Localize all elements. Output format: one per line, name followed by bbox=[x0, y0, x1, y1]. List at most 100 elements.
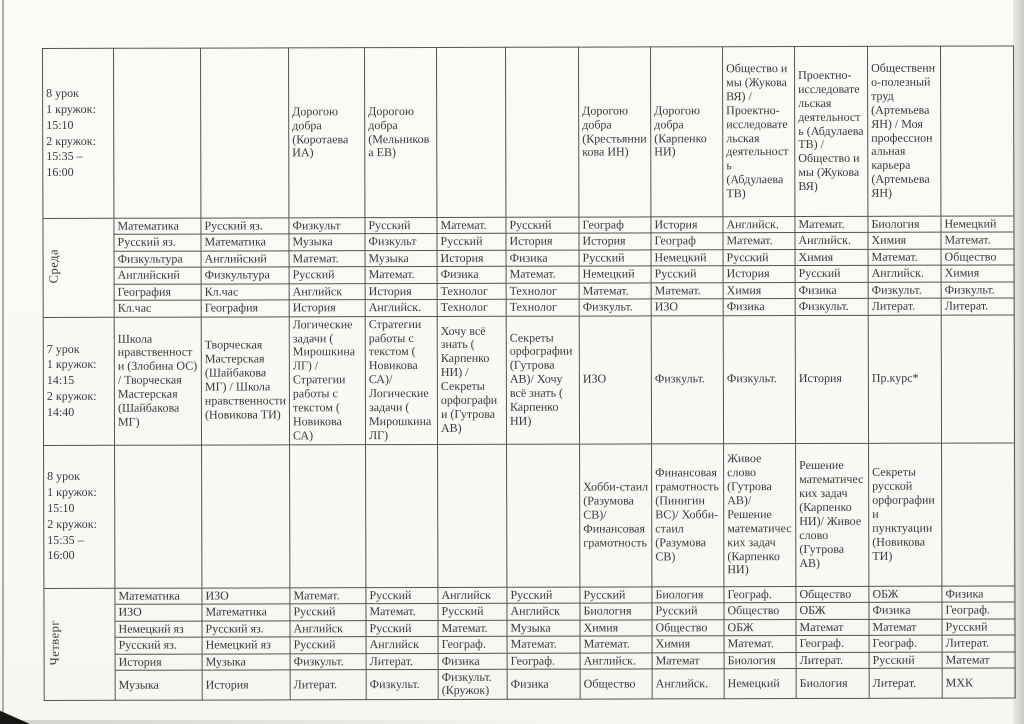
lesson-cell: Математ. bbox=[579, 282, 652, 300]
lesson-cell: История bbox=[505, 233, 580, 251]
lesson-cell: Общество bbox=[723, 602, 796, 620]
lesson-cell: Математ bbox=[868, 618, 943, 636]
lesson-cell: Кл.час bbox=[114, 300, 202, 317]
lesson-cell: Немецкий bbox=[724, 668, 797, 699]
club-activity-cell bbox=[506, 443, 580, 588]
lesson-cell: История bbox=[723, 265, 796, 283]
lesson-cell: Математ. bbox=[580, 635, 653, 653]
lesson-cell: Английск bbox=[289, 620, 367, 637]
timetable-table: 8 урок 1 кружок: 15:10 2 кружок: 15:35 –… bbox=[42, 45, 1016, 701]
club-activity-cell: Проектно-исследовательская деятельность … bbox=[794, 46, 868, 217]
lesson-cell: ИЗО bbox=[651, 298, 724, 316]
club-activity-cell bbox=[436, 47, 506, 218]
lesson-cell: Математ. bbox=[868, 249, 942, 266]
lesson-cell: Английск. bbox=[722, 216, 795, 234]
lesson-cell: Русский bbox=[289, 603, 366, 621]
club-activity-cell bbox=[941, 442, 1015, 586]
lesson-cell: Физика bbox=[941, 585, 1015, 603]
lesson-cell: Географ. bbox=[438, 636, 508, 653]
lesson-cell: Английск. bbox=[868, 265, 942, 283]
lesson-cell: Математ. bbox=[436, 217, 506, 234]
lesson-cell: Русский bbox=[506, 586, 580, 604]
lesson-cell: Математика bbox=[200, 234, 290, 251]
lesson-cell: Математика bbox=[113, 218, 201, 235]
club-activity-cell: Решение математических задач (Карпенко Н… bbox=[795, 443, 869, 587]
lesson-cell: Химия bbox=[867, 232, 942, 250]
lesson-cell: Биология bbox=[579, 603, 652, 620]
lesson-cell: История bbox=[289, 299, 366, 317]
lesson-row: Музыка История Литерат. Физкульт. Физкульт. … bbox=[44, 667, 1016, 701]
lesson-cell: Английский bbox=[201, 250, 290, 268]
lesson-cell: Литерат. bbox=[941, 298, 1015, 315]
lesson-cell: Математ bbox=[942, 651, 1016, 669]
day-label-cell: Четверг bbox=[43, 588, 116, 701]
day-label: Среда bbox=[46, 248, 61, 283]
club-activity-cell: Физкульт. bbox=[651, 315, 724, 444]
lesson-cell: Географ. bbox=[507, 652, 581, 670]
lesson-cell: Физика bbox=[868, 602, 942, 619]
lesson-cell: Физкультура bbox=[114, 250, 202, 268]
lesson-cell: Русский яз. bbox=[113, 234, 202, 252]
lesson-cell: Математ. bbox=[506, 266, 580, 284]
lesson-cell: Физкульт. bbox=[366, 669, 439, 700]
lesson-cell: ОБЖ bbox=[795, 602, 869, 620]
club-activity-cell: Дорогою добра (Коротаева ИА) bbox=[288, 47, 365, 218]
lesson-cell: География bbox=[201, 300, 290, 317]
lesson-cell: Русский bbox=[723, 249, 796, 267]
lesson-cell: Математ. bbox=[437, 619, 508, 637]
lesson-cell: Химия bbox=[723, 282, 796, 299]
club-period-row: 8 урок 1 кружок: 15:10 2 кружок: 15:35 –… bbox=[43, 442, 1015, 589]
lesson-cell: Русский bbox=[365, 620, 439, 637]
lesson-cell: История bbox=[365, 283, 438, 300]
lesson-cell: Географ bbox=[578, 216, 651, 234]
lesson-cell: Биология bbox=[867, 216, 941, 233]
scan-right-edge-shadow bbox=[1013, 0, 1024, 724]
lesson-cell: Математ. bbox=[651, 282, 724, 300]
lesson-cell: Физкульт. bbox=[941, 281, 1015, 299]
club-activity-cell bbox=[365, 444, 438, 588]
lesson-cell: Математ. bbox=[722, 232, 796, 250]
lesson-cell: Русский bbox=[651, 266, 724, 283]
lesson-cell: Литерат. bbox=[868, 298, 942, 315]
day-label: Четверг bbox=[47, 619, 62, 665]
lesson-cell: Музыка bbox=[365, 250, 438, 267]
lesson-cell: Физика bbox=[795, 282, 869, 299]
lesson-cell: Музыка bbox=[115, 670, 203, 701]
club-activity-cell: Общественно-полезный труд (Артемьева ЯН)… bbox=[867, 46, 941, 217]
lesson-cell: Английск bbox=[506, 603, 580, 620]
lesson-cell: Музыка bbox=[288, 234, 366, 251]
lesson-cell: Русский bbox=[505, 217, 579, 234]
club-activity-cell bbox=[289, 444, 366, 588]
time-slot-cell: 8 урок 1 кружок: 15:10 2 кружок: 15:35 –… bbox=[43, 445, 115, 589]
lesson-cell: Технолог bbox=[506, 299, 580, 316]
lesson-cell: Музыка bbox=[506, 619, 581, 637]
club-activity-cell: Хочу всё знать ( Карпенко НИ) / Секреты … bbox=[437, 315, 507, 445]
lesson-cell: Физкульт. bbox=[795, 298, 869, 316]
club-activity-cell bbox=[113, 48, 201, 219]
lesson-cell: Литерат. bbox=[796, 651, 870, 669]
lesson-cell: Географ. bbox=[796, 635, 870, 653]
lesson-cell: Математ. bbox=[365, 266, 438, 284]
lesson-cell: Немецкий яз bbox=[202, 636, 291, 654]
time-slot-cell: 7 урок 1 кружок: 14:15 2 кружок: 14:40 bbox=[43, 316, 115, 446]
club-activity-cell bbox=[200, 47, 289, 219]
lesson-cell: История bbox=[115, 653, 203, 671]
lesson-cell: Английск. bbox=[652, 668, 725, 699]
club-activity-cell: Творческая Мастерская (Шайбакова МГ) / Ш… bbox=[201, 316, 290, 445]
lesson-cell: Русский bbox=[579, 586, 652, 604]
club-activity-cell bbox=[201, 444, 290, 588]
lesson-cell: Русский bbox=[941, 618, 1016, 636]
lesson-cell: Математика bbox=[114, 587, 202, 605]
lesson-cell: Немецкий bbox=[579, 266, 652, 283]
lesson-cell: Немецкий bbox=[651, 249, 724, 267]
club-period-row: 8 урок 1 кружок: 15:10 2 кружок: 15:35 –… bbox=[42, 45, 1014, 219]
lesson-cell: ИЗО bbox=[114, 604, 202, 621]
lesson-cell: Русский bbox=[869, 651, 943, 669]
lesson-cell: Физика bbox=[506, 249, 580, 267]
club-activity-cell: Логические задачи ( Мирошкина ЛГ) / Стра… bbox=[289, 316, 366, 445]
lesson-cell: История bbox=[202, 669, 291, 700]
club-activity-cell: Физкульт. bbox=[723, 315, 796, 444]
lesson-cell: Математика bbox=[201, 604, 290, 621]
lesson-cell: Биология bbox=[724, 652, 797, 669]
